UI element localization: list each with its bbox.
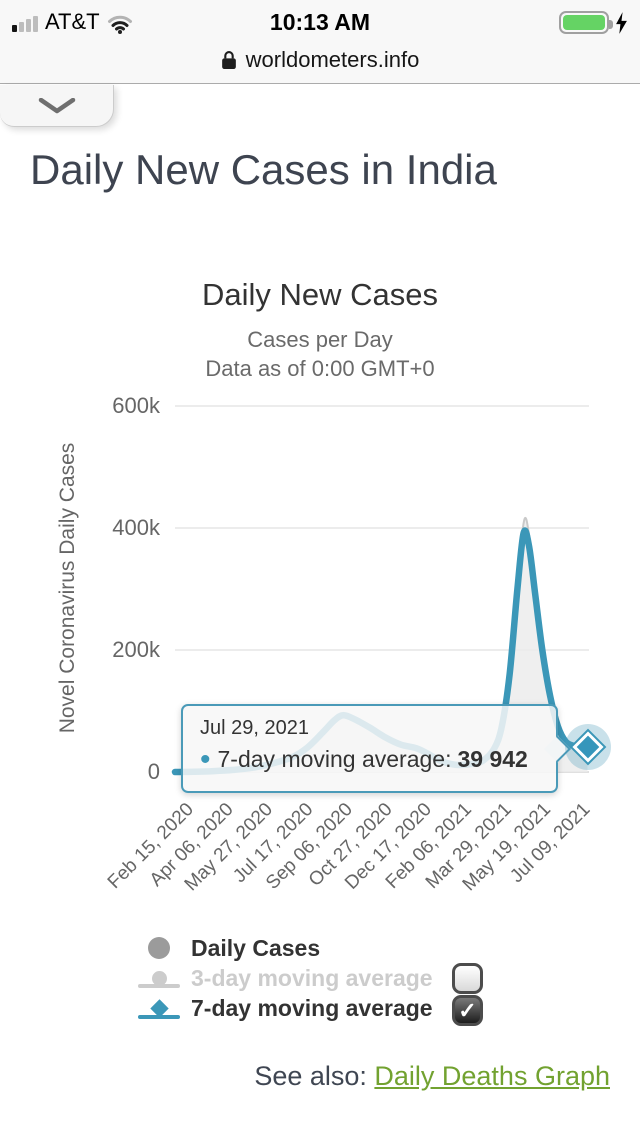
checkmark-icon: ✓: [458, 997, 477, 1023]
daily-cases-marker-icon: [136, 937, 182, 959]
url-domain: worldometers.info: [245, 47, 420, 72]
page-title: Daily New Cases in India: [30, 146, 497, 193]
legend-item-daily-cases[interactable]: Daily Cases: [136, 933, 433, 963]
status-right-group: [559, 11, 628, 34]
chart-tooltip: Jul 29, 2021 • 7-day moving average: 39 …: [181, 704, 571, 793]
charging-bolt-icon: [616, 11, 627, 34]
tooltip-series-label: 7-day moving average:: [217, 746, 452, 772]
legend-item-7day-avg[interactable]: 7-day moving average: [136, 993, 433, 1023]
chevron-down-icon: [38, 97, 75, 113]
url-bar[interactable]: worldometers.info: [0, 47, 640, 73]
collapse-tab-button[interactable]: [0, 85, 114, 127]
daily-deaths-graph-link[interactable]: Daily Deaths Graph: [374, 1061, 610, 1091]
battery-icon: [559, 11, 613, 34]
checkbox-3day-avg[interactable]: [452, 963, 483, 994]
lock-icon: [221, 51, 236, 69]
checkbox-7day-avg[interactable]: ✓: [452, 995, 483, 1026]
see-also-row: See also: Daily Deaths Graph: [254, 1061, 610, 1092]
3day-avg-marker-icon: [136, 970, 182, 988]
cellular-signal-icon: [12, 16, 38, 34]
see-also-label: See also:: [254, 1061, 375, 1091]
chart-title: Daily New Cases: [201, 277, 438, 312]
y-axis-tick-label: 200k: [112, 637, 160, 662]
legend-label: 7-day moving average: [191, 994, 433, 1021]
y-axis-tick-label: 600k: [112, 393, 160, 418]
legend-label: Daily Cases: [191, 934, 321, 961]
tooltip-value: 39 942: [457, 746, 528, 772]
chart-legend: Daily Cases 3-day moving average 7-day m…: [136, 933, 433, 1023]
tooltip-date: Jul 29, 2021: [200, 717, 309, 739]
legend-label: 3-day moving average: [191, 964, 433, 991]
clock: 10:13 AM: [269, 9, 371, 35]
y-axis-tick-label: 0: [147, 759, 160, 784]
wifi-icon: [107, 15, 132, 34]
y-axis-title: Novel Coronavirus Daily Cases: [56, 442, 79, 734]
selected-point-marker[interactable]: [565, 724, 611, 770]
tooltip-series-bullet-icon: •: [200, 742, 211, 776]
carrier-label: AT&T: [45, 9, 100, 34]
chart-subtitle-line2: Data as of 0:00 GMT+0: [205, 356, 435, 381]
status-bar: AT&T 10:13 AM worldometers.info: [0, 0, 640, 84]
status-left-group: AT&T: [12, 10, 133, 34]
y-axis-tick-label: 400k: [112, 515, 160, 540]
chart-subtitle-line1: Cases per Day: [247, 327, 393, 352]
legend-item-3day-avg[interactable]: 3-day moving average: [136, 963, 433, 993]
7day-avg-marker-icon: [136, 998, 182, 1019]
